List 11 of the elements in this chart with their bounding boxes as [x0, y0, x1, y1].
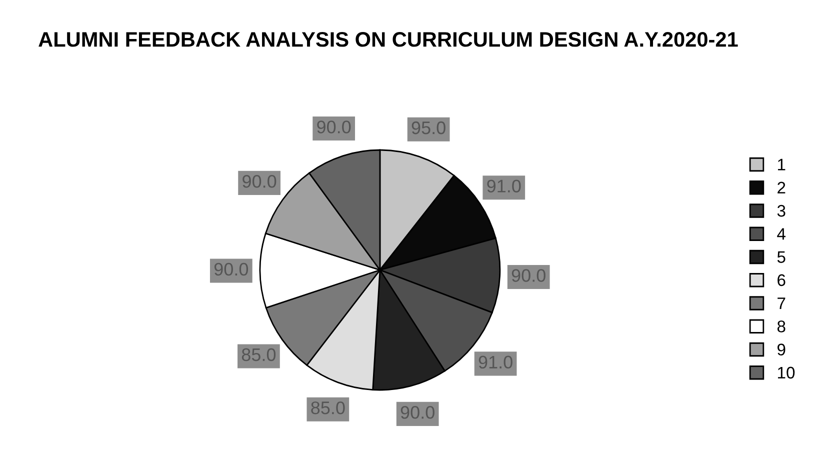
chart-title: ALUMNI FEEDBACK ANALYSIS ON CURRICULUM DESIGN A.Y.2020-21: [38, 32, 738, 47]
legend-label: 2: [778, 182, 786, 194]
legend-label: 1: [778, 158, 786, 170]
legend-label: 4: [777, 228, 786, 240]
legend-label: 6: [778, 274, 786, 286]
legend-label: 9: [778, 344, 786, 356]
legend-label: 8: [777, 320, 786, 332]
legend-label: 10: [778, 366, 795, 379]
legend-label: 7: [778, 298, 786, 310]
legend-label: 3: [777, 204, 786, 217]
legend-label: 5: [777, 251, 786, 263]
